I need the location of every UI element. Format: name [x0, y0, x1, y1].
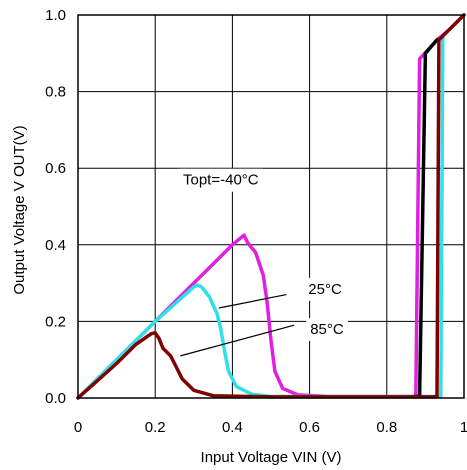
x-tick-labels: 0 0.2 0.4 0.6 0.8 1	[74, 419, 467, 436]
x-tick-label: 0.4	[222, 419, 243, 436]
y-tick-labels: 0.0 0.2 0.4 0.6 0.8 1.0	[45, 7, 66, 407]
annotation-background	[306, 318, 348, 342]
x-tick-label: 1	[460, 419, 467, 436]
plot-frame	[77, 14, 465, 399]
x-tick-label: 0.2	[145, 419, 166, 436]
series-line-4	[76, 13, 466, 400]
series-layer	[76, 13, 466, 400]
y-tick-label: 0.2	[45, 313, 66, 330]
pointer-line-25c	[218, 294, 287, 309]
x-axis-label: Input Voltage VIN (V)	[201, 449, 342, 466]
y-tick-label: 0.0	[45, 390, 66, 407]
annotation-text: Topt=-40°C	[183, 172, 259, 189]
annotation-2: 25°C	[304, 277, 346, 301]
annotation-background	[304, 277, 346, 301]
annotations: Topt=-40°C 25°C 85°C	[179, 168, 348, 342]
y-tick-label: 0.8	[45, 84, 66, 101]
y-tick-label: 0.4	[45, 237, 66, 254]
series-line-2	[76, 34, 445, 400]
annotation-text: 85°C	[310, 321, 344, 338]
x-tick-label: 0.6	[299, 419, 320, 436]
grid	[78, 15, 464, 398]
annotation-text: 25°C	[308, 281, 342, 298]
annotation-3: 85°C	[306, 318, 348, 342]
x-tick-label: 0	[74, 419, 82, 436]
y-tick-label: 0.6	[45, 160, 66, 177]
y-tick-label: 1.0	[45, 7, 66, 24]
annotation-1: Topt=-40°C	[179, 168, 263, 192]
x-tick-label: 0.8	[376, 419, 397, 436]
pointer-line-85c	[180, 324, 295, 357]
y-axis-label: Output Voltage V OUT(V)	[11, 125, 28, 294]
annotation-pointers	[180, 294, 295, 357]
annotation-background	[179, 168, 263, 192]
